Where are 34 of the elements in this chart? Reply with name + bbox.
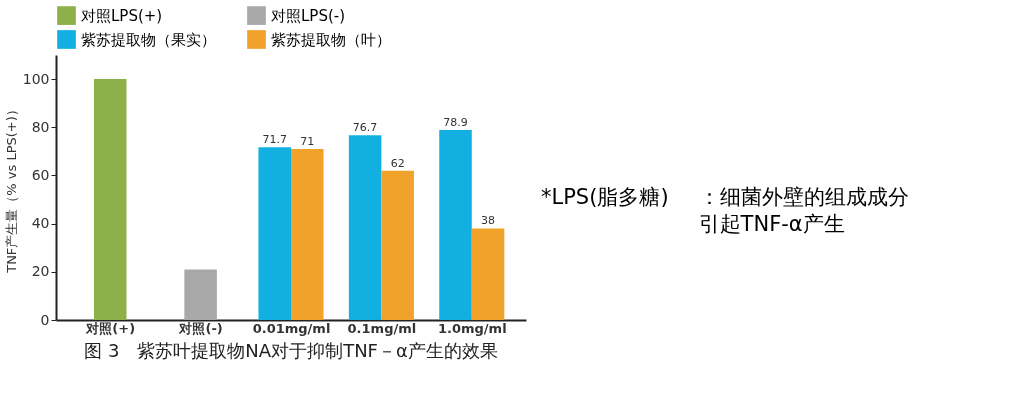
bar [381, 170, 414, 320]
y-tick-label: 0 [40, 311, 50, 328]
x-tick-label: 对照(-) [178, 320, 223, 336]
x-tick-label: 1.0mg/ml [437, 320, 507, 336]
bar [439, 129, 472, 320]
y-tick-label: 20 [31, 263, 50, 280]
data-label: 78.9 [443, 115, 468, 129]
x-tick-label: 对照(+) [85, 320, 136, 336]
text: ：细菌外壁的组成成分 [698, 183, 909, 211]
y-tick-label: 80 [31, 118, 50, 135]
data-label: 76.7 [352, 121, 378, 135]
bar [348, 135, 382, 320]
x-tick-label: 0.1mg/ml [347, 320, 417, 336]
text: *LPS(脂多糖) [541, 183, 669, 211]
bar [258, 147, 291, 320]
bar [471, 228, 505, 320]
y-tick-label: 100 [22, 70, 50, 87]
x-tick-label: 0.01mg/ml [252, 320, 331, 336]
bar [184, 269, 217, 320]
bar [291, 148, 324, 320]
data-label: 71 [300, 134, 315, 148]
y-axis-title: TNF产生量（% vs LPS(+)） [3, 103, 19, 274]
data-label: 62 [390, 156, 405, 170]
text: 引起TNF-α产生 [698, 211, 846, 238]
legend-label: 对照LPS(+) [81, 6, 163, 25]
legend-label: 紫苏提取物（果实） [81, 30, 216, 49]
legend-label: 紫苏提取物（叶） [271, 30, 391, 49]
bar [93, 79, 127, 320]
y-tick-label: 60 [31, 166, 50, 183]
y-tick-label: 40 [31, 215, 50, 232]
legend-label: 对照LPS(-) [271, 6, 346, 25]
text: 图 3 紫苏叶提取物NA对于抑制TNF－α产生的效果 [84, 340, 498, 361]
data-label: 71.7 [262, 133, 287, 147]
data-label: 38 [481, 214, 496, 228]
